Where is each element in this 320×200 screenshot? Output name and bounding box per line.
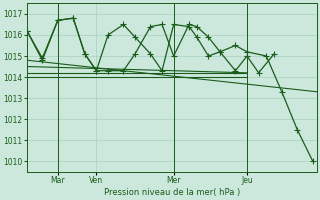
X-axis label: Pression niveau de la mer( hPa ): Pression niveau de la mer( hPa ) [104, 188, 240, 197]
